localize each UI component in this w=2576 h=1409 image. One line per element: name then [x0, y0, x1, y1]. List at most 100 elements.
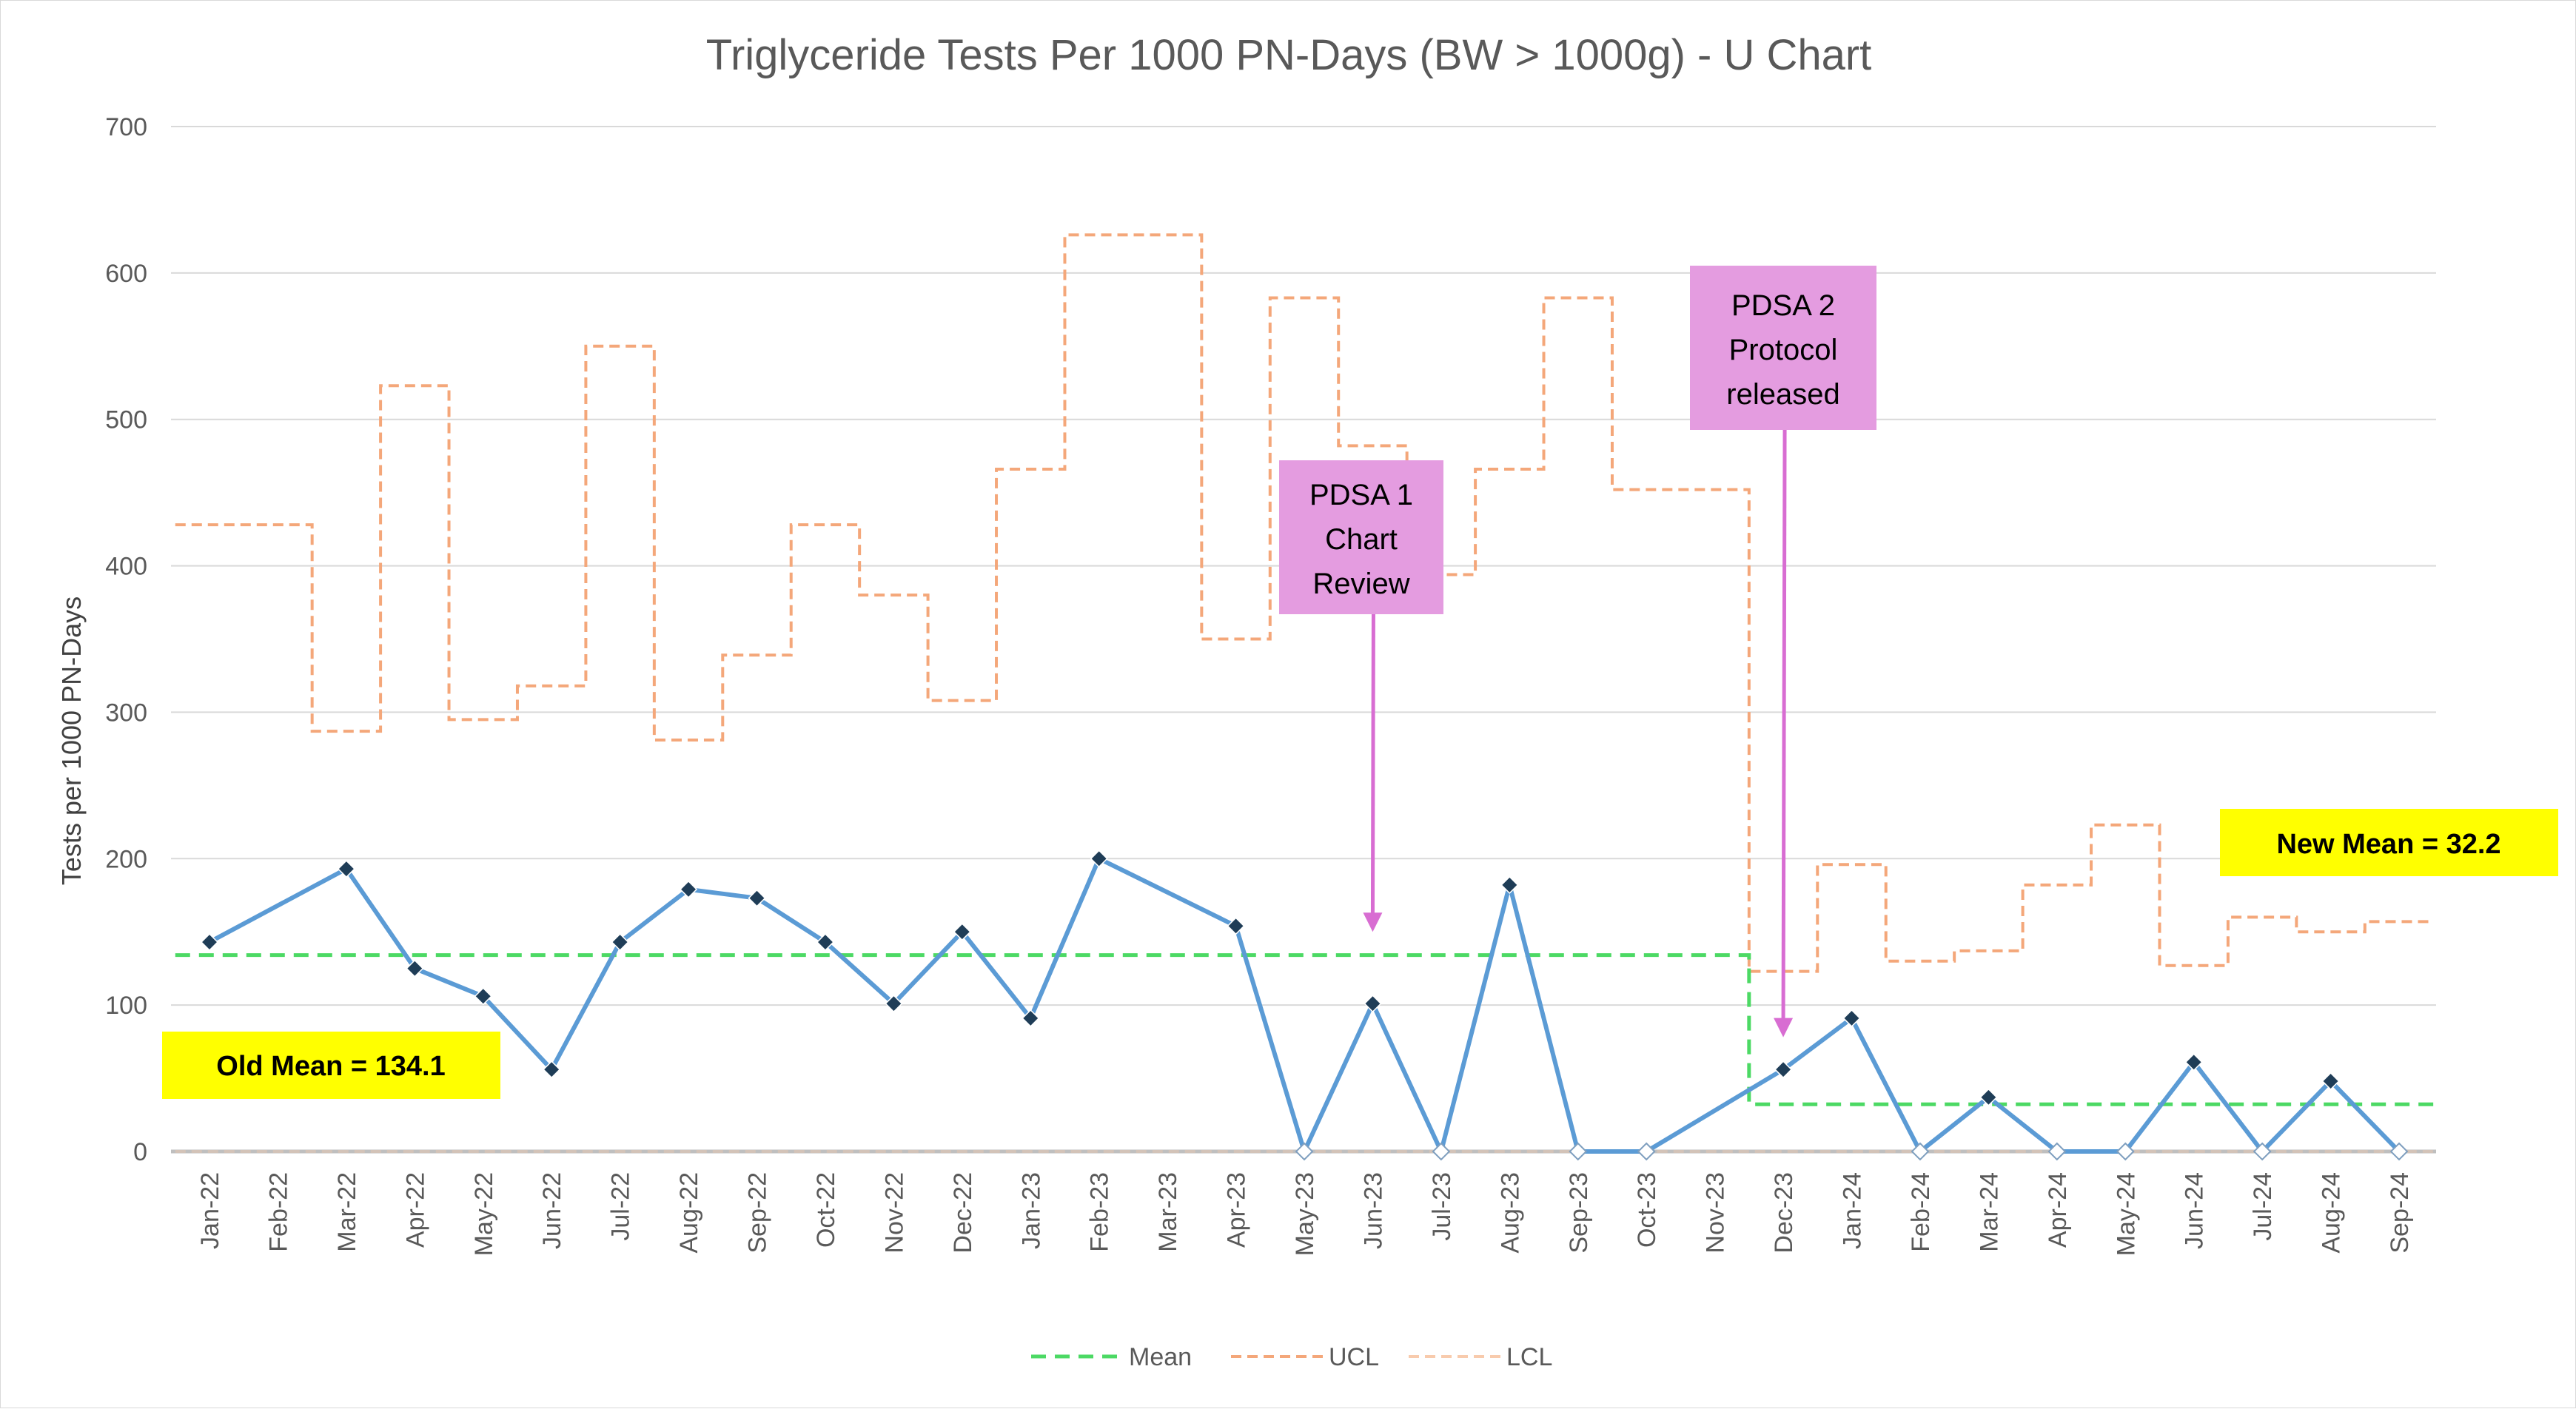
annotation-text: released: [1726, 378, 1839, 411]
annotation-text: PDSA 1: [1309, 479, 1413, 511]
legend: Mean UCL LCL: [1031, 1343, 1552, 1371]
annotation-arrow-head: [1774, 1018, 1794, 1038]
data-point: [1227, 917, 1245, 935]
x-tick-label: Mar-22: [333, 1172, 361, 1252]
x-tick-label: Apr-22: [401, 1172, 429, 1248]
data-point: [885, 995, 903, 1013]
data-point: [1500, 875, 1519, 894]
data-point: [2116, 1142, 2135, 1161]
x-tick-label: Jun-24: [2181, 1172, 2209, 1249]
legend-label: LCL: [1506, 1343, 1552, 1371]
annotation-arrow: [1781, 429, 1787, 1021]
y-tick-label: 600: [105, 260, 147, 288]
data-point: [2047, 1142, 2067, 1161]
annotation-box: [1279, 460, 1443, 614]
x-tick-label: Jul-23: [1428, 1172, 1456, 1241]
data-point: [2184, 1053, 2203, 1072]
data-point: [1090, 850, 1108, 868]
y-tick-label: 700: [105, 113, 147, 141]
data-point: [1022, 1009, 1040, 1028]
x-tick-label: Sep-24: [2386, 1172, 2414, 1254]
annotation-box: [1690, 266, 1876, 430]
x-tick-label: Sep-22: [744, 1172, 772, 1254]
legend-label: UCL: [1329, 1343, 1379, 1371]
annotation-text: PDSA 2: [1731, 289, 1835, 322]
data-point: [2389, 1142, 2409, 1161]
annotation-text: Protocol: [1729, 334, 1838, 366]
x-tick-label: Feb-22: [264, 1172, 292, 1252]
y-tick-label: 500: [105, 406, 147, 434]
annotation-arrow: [1370, 613, 1375, 916]
data-point: [1569, 1142, 1588, 1161]
x-tick-label: Oct-22: [812, 1172, 840, 1248]
rate-line: [208, 856, 2401, 1154]
x-tick-label: Apr-23: [1223, 1172, 1251, 1248]
x-tick-label: May-23: [1291, 1172, 1319, 1256]
data-point: [2253, 1142, 2272, 1161]
x-tick-label: Feb-24: [1907, 1172, 1935, 1252]
mean-labels: Old Mean = 134.1 New Mean = 32.2: [162, 809, 2558, 1099]
x-tick-label: Jan-24: [1839, 1172, 1867, 1249]
data-point: [337, 860, 355, 878]
y-tick-label: 0: [133, 1138, 147, 1166]
y-tick-label: 400: [105, 553, 147, 581]
x-tick-label: Jul-24: [2249, 1172, 2277, 1241]
y-tick-label: 200: [105, 845, 147, 873]
data-point: [953, 923, 971, 941]
x-tick-label: Jan-22: [196, 1172, 224, 1249]
ucl-path: [175, 233, 2434, 973]
data-point: [200, 932, 219, 952]
x-tick-label: May-24: [2112, 1172, 2140, 1256]
x-tick-label: Mar-23: [1154, 1172, 1182, 1252]
data-point: [1911, 1142, 1930, 1161]
data-point: [611, 932, 629, 952]
mean-path: [175, 953, 2434, 1106]
legend-label: Mean: [1129, 1343, 1192, 1371]
old-mean-label: Old Mean = 134.1: [216, 1051, 445, 1082]
old-mean-box: [162, 1032, 500, 1099]
x-tick-label: May-22: [470, 1172, 498, 1256]
y-tick-label: 100: [105, 992, 147, 1020]
x-tick-label: Feb-23: [1086, 1172, 1114, 1252]
x-tick-label: Dec-23: [1770, 1172, 1798, 1254]
x-tick-label: Jun-22: [538, 1172, 566, 1249]
x-tick-label: Jul-22: [607, 1172, 635, 1241]
data-point: [1774, 1060, 1793, 1079]
annotation-text: Chart: [1325, 523, 1398, 556]
rate-series: [200, 850, 2409, 1161]
data-point: [680, 880, 698, 898]
ucl-line: [175, 233, 2434, 973]
new-mean-label: New Mean = 32.2: [2276, 829, 2500, 860]
data-point: [406, 959, 424, 978]
x-tick-label: Aug-24: [2318, 1172, 2346, 1254]
annotation-arrow-head: [1363, 912, 1383, 932]
x-tick-label: Mar-24: [1975, 1172, 2003, 1252]
x-tick-label: Oct-23: [1633, 1172, 1661, 1248]
data-point: [1637, 1142, 1656, 1161]
data-point: [816, 932, 835, 952]
x-tick-label: Jan-23: [1017, 1172, 1045, 1249]
data-point: [1364, 995, 1382, 1013]
data-point: [543, 1060, 561, 1079]
chart-title: Triglyceride Tests Per 1000 PN-Days (BW …: [706, 31, 1872, 79]
data-point: [2321, 1072, 2340, 1091]
mean-line: [175, 953, 2434, 1106]
x-tick-label: Nov-22: [880, 1172, 908, 1254]
y-tick-label: 300: [105, 699, 147, 727]
x-tick-label: Dec-22: [949, 1172, 977, 1254]
x-tick-label: Sep-23: [1565, 1172, 1593, 1254]
annotations: PDSA 1 Chart Review PDSA 2 Protocol released: [1279, 266, 1876, 1038]
gridlines: [171, 126, 2436, 1154]
x-tick-label: Aug-22: [675, 1172, 703, 1254]
annotation-text: Review: [1312, 568, 1409, 600]
data-point: [748, 889, 766, 907]
new-mean-box: [2220, 809, 2558, 876]
x-axis-ticks: Jan-22 Feb-22 Mar-22 Apr-22 May-22 Jun-22 Jul-…: [196, 1172, 2414, 1256]
data-point: [1842, 1009, 1861, 1028]
y-axis-label: Tests per 1000 PN-Days: [56, 596, 87, 885]
data-point: [1432, 1142, 1451, 1161]
data-point: [474, 987, 492, 1006]
x-tick-label: Aug-23: [1496, 1172, 1524, 1254]
data-point: [1295, 1142, 1314, 1161]
